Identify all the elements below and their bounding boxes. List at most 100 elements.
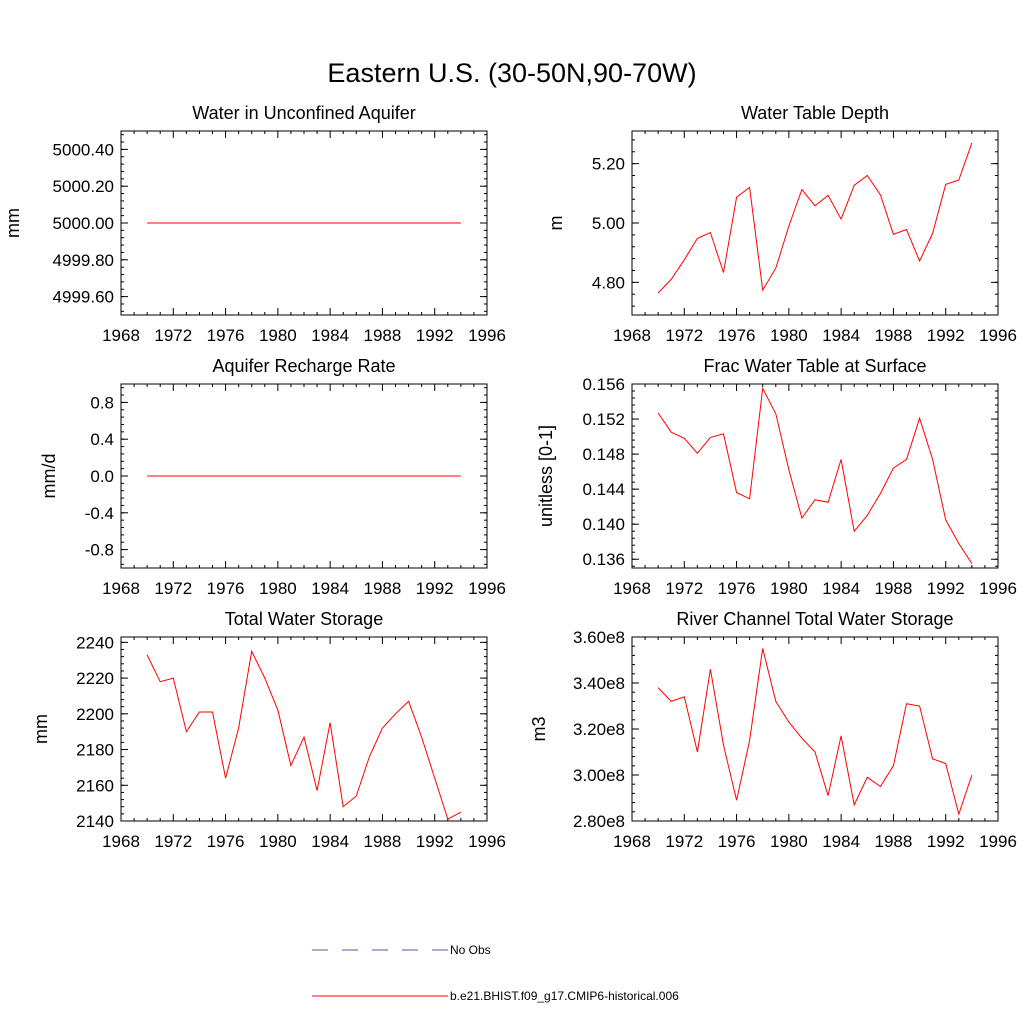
x-tick-label: 1980	[259, 579, 297, 598]
x-tick-label: 1984	[822, 326, 860, 345]
x-tick-label: 1992	[416, 832, 454, 851]
y-tick-label: 5000.00	[53, 214, 114, 233]
legend: No Obs b.e21.BHIST.f09_g17.CMIP6-histori…	[312, 943, 679, 1003]
plot-frame	[120, 636, 488, 822]
y-tick-label: 0.144	[582, 480, 625, 499]
y-tick-label: 3.20e8	[573, 720, 625, 739]
panel-title: Water in Unconfined Aquifer	[192, 103, 415, 123]
x-tick-label: 1968	[613, 579, 651, 598]
x-tick-label: 1980	[259, 832, 297, 851]
x-tick-label: 1976	[207, 326, 245, 345]
x-tick-label: 1996	[979, 832, 1017, 851]
panel-4: Frac Water Table at Surface unitless [0-1…	[536, 356, 1017, 598]
legend-label-no-obs: No Obs	[450, 943, 491, 957]
x-tick-label: 1976	[718, 579, 756, 598]
y-axis-label: unitless [0-1]	[536, 425, 556, 527]
x-tick-label: 1968	[102, 326, 140, 345]
x-tick-label: 1988	[875, 326, 913, 345]
x-tick-label: 1972	[154, 326, 192, 345]
legend-label-model-run: b.e21.BHIST.f09_g17.CMIP6-historical.006	[450, 989, 679, 1003]
panels: Water in Unconfined Aquifer mm 1968 1972 197…	[3, 103, 1017, 851]
panel-3: Aquifer Recharge Rate mm/d 1968 1972 1976 198…	[39, 356, 506, 598]
y-tick-label: 2.80e8	[573, 812, 625, 831]
y-tick-label: 5000.40	[53, 140, 114, 159]
x-tick-label: 1976	[207, 579, 245, 598]
x-tick-label: 1996	[979, 326, 1017, 345]
x-tick-label: 1992	[927, 832, 965, 851]
x-tick-label: 1988	[875, 579, 913, 598]
x-tick-label: 1980	[770, 579, 808, 598]
y-tick-label: 2140	[76, 812, 114, 831]
panel-title: Water Table Depth	[741, 103, 889, 123]
panel-title: Frac Water Table at Surface	[703, 356, 926, 376]
x-tick-label: 1976	[718, 326, 756, 345]
y-tick-label: 0.136	[582, 550, 625, 569]
y-tick-label: 0.140	[582, 515, 625, 534]
y-tick-label: 5.20	[592, 155, 625, 174]
y-tick-label: 0.152	[582, 410, 625, 429]
x-tick-label: 1984	[822, 579, 860, 598]
y-axis-label: mm/d	[39, 454, 59, 499]
x-tick-label: 1968	[102, 579, 140, 598]
x-tick-label: 1976	[207, 832, 245, 851]
x-tick-label: 1988	[364, 832, 402, 851]
x-tick-label: 1988	[875, 832, 913, 851]
y-tick-label: -0.8	[85, 541, 114, 560]
x-tick-label: 1976	[718, 832, 756, 851]
x-tick-label: 1988	[364, 579, 402, 598]
y-axis-label: mm	[31, 714, 51, 744]
plot-frame	[631, 130, 999, 316]
panel-2: Water Table Depth m 1968 1972 1976 1980 1984 19…	[546, 103, 1017, 345]
panel-title: Total Water Storage	[225, 609, 383, 629]
y-axis-label: m3	[529, 716, 549, 741]
x-tick-label: 1992	[927, 579, 965, 598]
x-tick-label: 1972	[665, 832, 703, 851]
y-tick-label: 4999.80	[53, 251, 114, 270]
y-tick-label: 2200	[76, 705, 114, 724]
y-tick-label: 0.8	[90, 393, 114, 412]
series-line	[657, 648, 973, 816]
series-line	[657, 142, 973, 294]
x-tick-label: 1992	[927, 326, 965, 345]
x-tick-label: 1980	[770, 832, 808, 851]
panel-6: River Channel Total Water Storage m3 1968 1…	[529, 609, 1017, 851]
x-tick-label: 1984	[311, 579, 349, 598]
y-tick-label: 4999.60	[53, 288, 114, 307]
y-tick-label: 0.0	[90, 467, 114, 486]
x-tick-label: 1996	[468, 326, 506, 345]
series-line	[146, 649, 462, 820]
x-tick-label: 1968	[102, 832, 140, 851]
y-axis-label: m	[546, 216, 566, 231]
x-tick-label: 1972	[665, 579, 703, 598]
x-tick-label: 1992	[416, 579, 454, 598]
y-tick-label: 3.00e8	[573, 766, 625, 785]
y-tick-label: -0.4	[85, 504, 114, 523]
x-tick-label: 1984	[822, 832, 860, 851]
x-tick-label: 1972	[154, 579, 192, 598]
x-tick-label: 1968	[613, 832, 651, 851]
x-tick-label: 1980	[770, 326, 808, 345]
y-tick-label: 2160	[76, 776, 114, 795]
y-tick-label: 4.80	[592, 273, 625, 292]
x-tick-label: 1988	[364, 326, 402, 345]
series-line	[657, 386, 973, 564]
x-tick-label: 1972	[665, 326, 703, 345]
panel-5: Total Water Storage mm 1968 1972 1976 1980 198…	[31, 609, 506, 851]
y-tick-label: 3.60e8	[573, 628, 625, 647]
x-tick-label: 1972	[154, 832, 192, 851]
y-tick-label: 5000.20	[53, 177, 114, 196]
x-tick-label: 1996	[979, 579, 1017, 598]
y-tick-label: 3.40e8	[573, 674, 625, 693]
y-tick-label: 0.4	[90, 430, 114, 449]
y-axis-label: mm	[3, 208, 23, 238]
plot-frame	[631, 636, 999, 822]
figure-title: Eastern U.S. (30-50N,90-70W)	[327, 58, 696, 88]
panel-title: River Channel Total Water Storage	[676, 609, 953, 629]
y-tick-label: 0.156	[582, 375, 625, 394]
y-tick-label: 2240	[76, 633, 114, 652]
y-tick-label: 2220	[76, 669, 114, 688]
x-tick-label: 1996	[468, 579, 506, 598]
x-tick-label: 1980	[259, 326, 297, 345]
y-tick-label: 2180	[76, 741, 114, 760]
